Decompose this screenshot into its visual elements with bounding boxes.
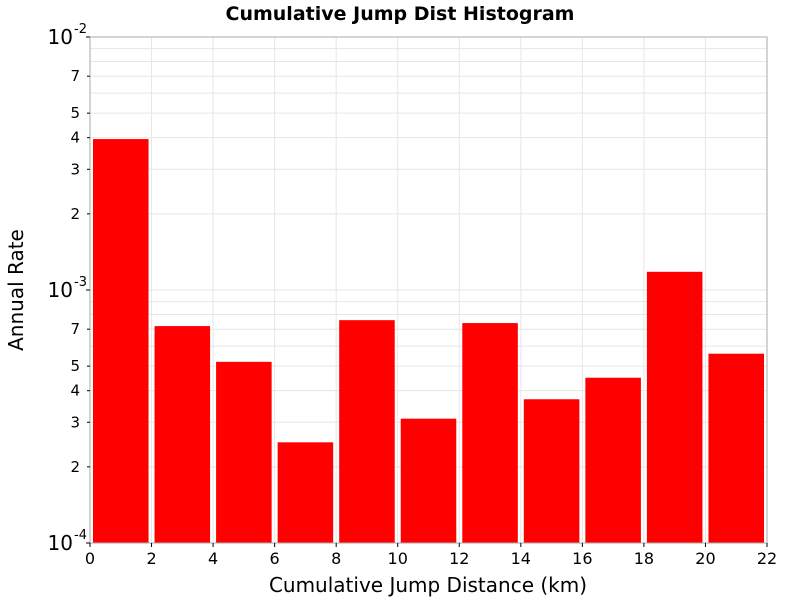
- x-tick-label: 12: [449, 549, 469, 568]
- chart-title: Cumulative Jump Dist Histogram: [226, 3, 575, 25]
- x-tick-label: 22: [757, 549, 777, 568]
- y-major-tick-exponent: -2: [74, 22, 87, 37]
- y-major-tick-label: 10: [48, 278, 73, 302]
- x-tick-label: 18: [634, 549, 654, 568]
- histogram-bar: [216, 361, 272, 543]
- x-axis-label: Cumulative Jump Distance (km): [269, 573, 587, 597]
- y-major-tick-exponent: -4: [74, 528, 87, 543]
- bars: [93, 139, 764, 544]
- x-tick-label: 8: [331, 549, 341, 568]
- y-axis-label: Annual Rate: [4, 229, 28, 351]
- y-minor-tick-label: 7: [70, 320, 80, 338]
- histogram-bar: [93, 139, 149, 544]
- histogram-bar: [154, 326, 211, 543]
- histogram-bar: [277, 442, 334, 543]
- y-minor-tick-label: 2: [70, 205, 80, 223]
- y-major-tick-label: 10: [48, 531, 73, 555]
- y-minor-tick-label: 4: [70, 382, 80, 400]
- y-minor-tick-label: 4: [70, 129, 80, 147]
- x-tick-label: 20: [695, 549, 715, 568]
- x-axis: 0 2 4 6 8 10 12 14 16 18 20 22: [85, 543, 777, 568]
- y-major-tick-exponent: -3: [74, 275, 87, 290]
- y-minor-tick-label: 5: [70, 104, 80, 122]
- histogram-bar: [462, 323, 518, 543]
- histogram-bar: [708, 353, 764, 543]
- x-tick-label: 0: [85, 549, 95, 568]
- x-tick-label: 10: [388, 549, 408, 568]
- x-tick-label: 16: [572, 549, 592, 568]
- histogram-bar: [339, 320, 395, 543]
- histogram-bar: [523, 399, 580, 543]
- x-tick-label: 6: [270, 549, 280, 568]
- y-major-tick-label: 10: [48, 25, 73, 49]
- y-minor-tick-label: 5: [70, 357, 80, 375]
- y-minor-tick-label: 3: [70, 413, 80, 431]
- histogram-bar: [585, 377, 641, 543]
- y-minor-tick-label: 7: [70, 67, 80, 85]
- histogram-bar: [646, 271, 703, 543]
- x-tick-label: 14: [511, 549, 531, 568]
- x-tick-label: 4: [208, 549, 218, 568]
- x-tick-label: 2: [146, 549, 156, 568]
- y-minor-tick-label: 3: [70, 160, 80, 178]
- y-minor-tick-label: 2: [70, 458, 80, 476]
- histogram-bar: [400, 418, 457, 543]
